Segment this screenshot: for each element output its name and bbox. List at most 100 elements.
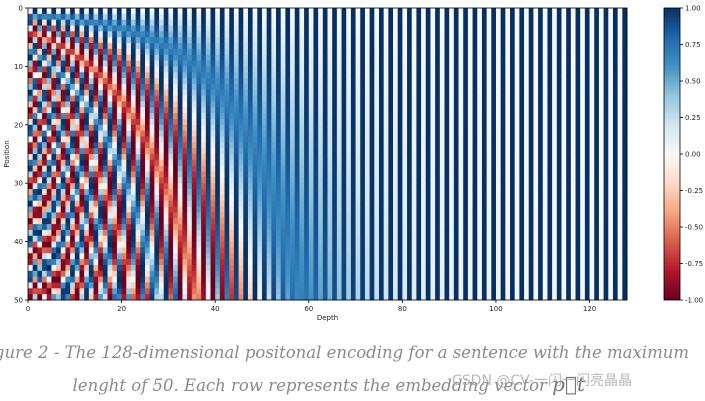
heatmap-cell [364,183,370,190]
heatmap-cell [561,89,567,96]
heatmap-cell [486,101,492,108]
heatmap-cell [74,177,80,184]
heatmap-cell [449,159,455,167]
heatmap-cell [402,54,408,61]
heatmap-cell [243,48,249,56]
heatmap-cell [439,31,445,38]
heatmap-cell [191,78,197,85]
heatmap-cell [210,101,216,108]
heatmap-cell [271,43,277,50]
heatmap-cell [486,154,492,161]
heatmap-cell [435,124,441,131]
heatmap-cell [552,113,558,120]
heatmap-cell [210,212,216,219]
heatmap-cell [149,31,155,38]
heatmap-cell [144,154,151,161]
heatmap-cell [617,113,623,120]
heatmap-cell [580,66,586,73]
heatmap-cell [505,142,511,149]
heatmap-cell [407,43,413,50]
heatmap-cell [32,13,38,21]
heatmap-cell [121,194,127,202]
heatmap-cell [121,31,127,38]
heatmap-cell [318,89,324,96]
heatmap-cell [201,229,207,237]
heatmap-cell [187,43,193,50]
heatmap-cell [580,200,586,207]
heatmap-cell [173,66,179,73]
heatmap-cell [570,113,576,120]
heatmap-cell [205,31,211,38]
heatmap-cell [402,148,408,155]
heatmap-cell [622,48,628,56]
heatmap-cell [56,19,62,26]
heatmap-cell [467,124,473,131]
heatmap-cell [608,159,614,167]
heatmap-cell [299,177,305,184]
heatmap-cell [98,48,104,56]
heatmap-cell [210,183,216,190]
heatmap-cell [472,212,478,219]
heatmap-cell [182,95,188,102]
heatmap-cell [524,154,530,161]
heatmap-cell [294,48,300,56]
heatmap-cell [528,165,534,172]
heatmap-cell [374,165,380,172]
heatmap-cell [584,177,590,184]
heatmap-cell [318,43,324,50]
heatmap-cell [542,13,548,21]
heatmap-cell [285,124,291,131]
heatmap-cell [65,165,71,172]
heatmap-cell [608,83,614,91]
heatmap-cell [266,60,272,67]
heatmap-cell [486,60,492,67]
heatmap-cell [224,72,230,79]
heatmap-cell [617,118,623,126]
heatmap-cell [252,78,258,85]
heatmap-cell [589,189,595,196]
heatmap-cell [84,72,90,79]
heatmap-cell [280,66,286,73]
heatmap-cell [299,107,305,114]
heatmap-cell [70,48,76,56]
heatmap-cell [397,159,403,167]
heatmap-cell [514,212,520,219]
heatmap-cell [28,224,34,231]
heatmap-cell [341,194,347,202]
heatmap-cell [449,200,455,207]
heatmap-cell [37,25,43,32]
heatmap-cell [322,8,328,15]
heatmap-cell [594,177,600,184]
heatmap-cell [93,206,99,213]
heatmap-cell [93,189,99,196]
heatmap-cell [603,165,609,172]
heatmap-cell [215,142,221,149]
heatmap-cell [28,154,34,161]
heatmap-cell [79,177,85,184]
heatmap-cell [449,118,455,126]
heatmap-cell [88,200,94,207]
heatmap-cell [276,101,282,108]
heatmap-cell [472,189,478,196]
heatmap-cell [435,43,441,50]
heatmap-cell [598,171,604,178]
heatmap-cell [360,31,366,38]
heatmap-cell [594,159,600,167]
heatmap-cell [229,165,235,172]
heatmap-cell [159,212,165,219]
heatmap-cell [575,37,581,44]
heatmap-cell [505,224,511,231]
heatmap-cell [505,19,511,26]
heatmap-cell [393,107,399,114]
heatmap-cell [299,118,305,126]
heatmap-cell [556,83,562,91]
heatmap-cell [566,25,572,32]
heatmap-cell [215,43,221,50]
heatmap-cell [70,113,76,120]
heatmap-cell [266,142,272,149]
heatmap-cell [219,83,225,91]
heatmap-cell [51,124,57,131]
heatmap-cell [397,130,403,137]
heatmap-cell [46,177,52,184]
heatmap-cell [584,165,590,172]
